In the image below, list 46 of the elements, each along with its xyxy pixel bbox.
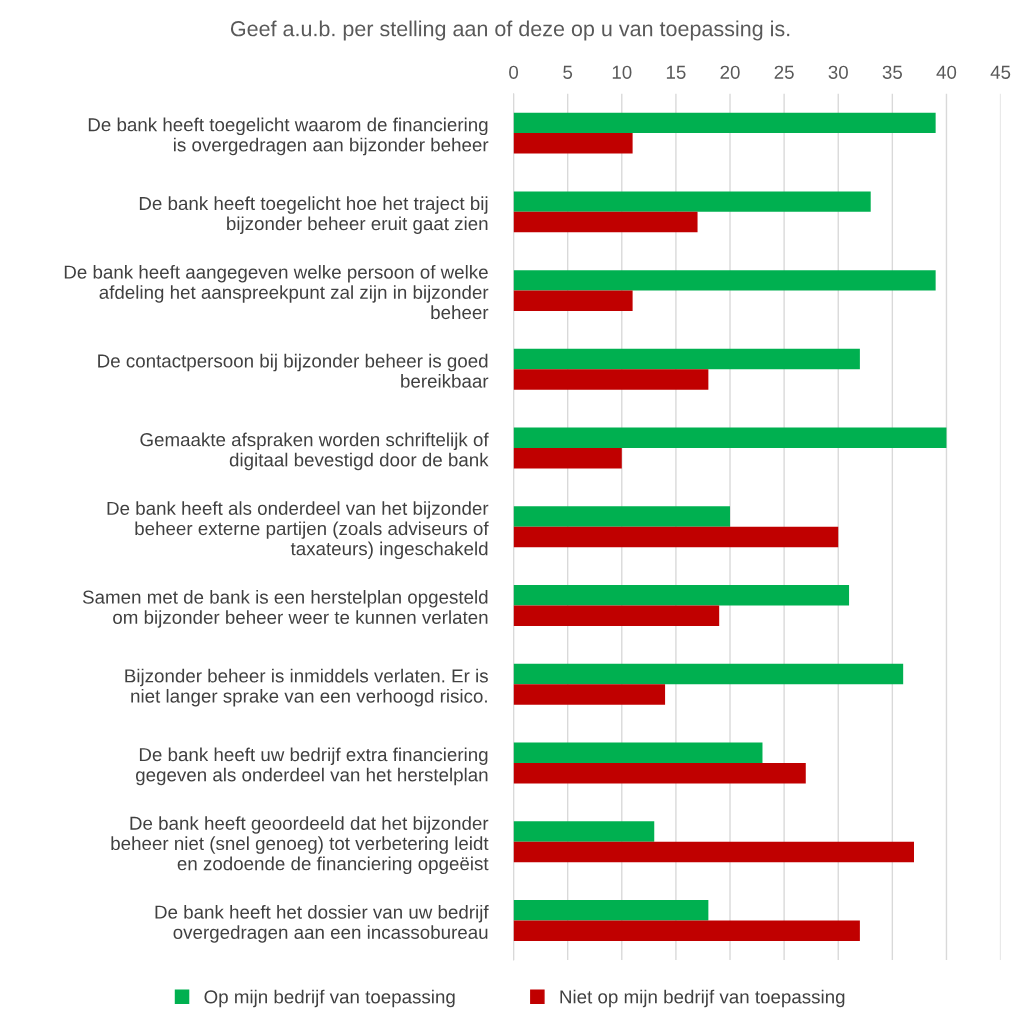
- bar: [513, 448, 622, 469]
- y-tick-label: De bank heeft geoordeeld dat het bijzonder beheer niet (snel genoeg) tot verbetering leidt en zodoende de financiering opgeëist: [111, 816, 489, 875]
- x-tick-label: 0: [509, 65, 519, 79]
- bar: [513, 191, 871, 212]
- legend-label: Op mijn bedrijf van toepassing: [204, 989, 455, 1008]
- chart-title: Geef a.u.b. per stelling aan of deze op u van toepassing is.: [230, 20, 790, 41]
- bar: [513, 506, 731, 527]
- y-tick-label: Gemaakte afspraken worden schriftelijk of digitaal bevestigd door de bank: [140, 432, 489, 471]
- y-tick-label: De bank heeft toegelicht waarom de financiering is overgedragen aan bijzonder beheer: [88, 117, 489, 156]
- bar: [513, 526, 839, 548]
- x-tick-label: 25: [774, 65, 794, 79]
- bar: [513, 211, 698, 233]
- y-tick-label: De bank heeft als onderdeel van het bijzonder beheer externe partijen (zoals adviseurs of taxateurs) ingeschakeld: [107, 501, 489, 560]
- bar: [513, 585, 850, 606]
- bar: [513, 684, 666, 705]
- bar: [513, 841, 914, 863]
- x-tick-label: 30: [828, 65, 848, 79]
- bar: [513, 133, 633, 154]
- y-tick-label: De bank heeft het dossier van uw bedrijf overgedragen aan een incassobureau: [155, 904, 489, 943]
- x-tick-label: 20: [720, 65, 740, 79]
- bar: [513, 742, 763, 764]
- bar: [513, 369, 709, 390]
- y-tick-label: Bijzonder beheer is inmiddels verlaten. Er is niet langer sprake van een verhoogd risico.: [125, 668, 488, 707]
- bar: [513, 290, 633, 312]
- x-tick-label: 15: [666, 65, 686, 79]
- y-tick-label: De bank heeft uw bedrijf extra financiering gegeven als onderdeel van het herstelplan: [136, 747, 488, 786]
- y-tick-label: De contactpersoon bij bijzonder beheer is goed bereikbaar: [98, 353, 489, 388]
- y-tick-label: De bank heeft aangegeven welke persoon of welke afdeling het aanspreekpunt zal zijn in bijzonder beheer: [64, 264, 489, 320]
- bar: [513, 605, 720, 627]
- legend-label: Niet op mijn bedrijf van toepassing: [560, 989, 845, 1008]
- x-tick-label: 45: [990, 65, 1011, 79]
- bar: [513, 348, 860, 370]
- bar: [513, 112, 936, 134]
- y-tick-label: De bank heeft toegelicht hoe het traject bij bijzonder beheer eruit gaat zien: [139, 196, 488, 234]
- bar: [513, 920, 860, 941]
- x-tick-label: 5: [563, 65, 573, 79]
- bar: [513, 663, 904, 685]
- x-tick-label: 10: [612, 65, 632, 79]
- x-tick-label: 35: [882, 65, 902, 79]
- bar: [513, 270, 936, 291]
- bar: [513, 821, 655, 842]
- bar: [513, 763, 806, 784]
- y-tick-label: Samen met de bank is een herstelplan opgesteld om bijzonder beheer weer te kunnen verlaten: [82, 590, 488, 628]
- bar: [513, 427, 947, 449]
- x-tick-label: 40: [936, 65, 957, 79]
- bar: [513, 900, 709, 921]
